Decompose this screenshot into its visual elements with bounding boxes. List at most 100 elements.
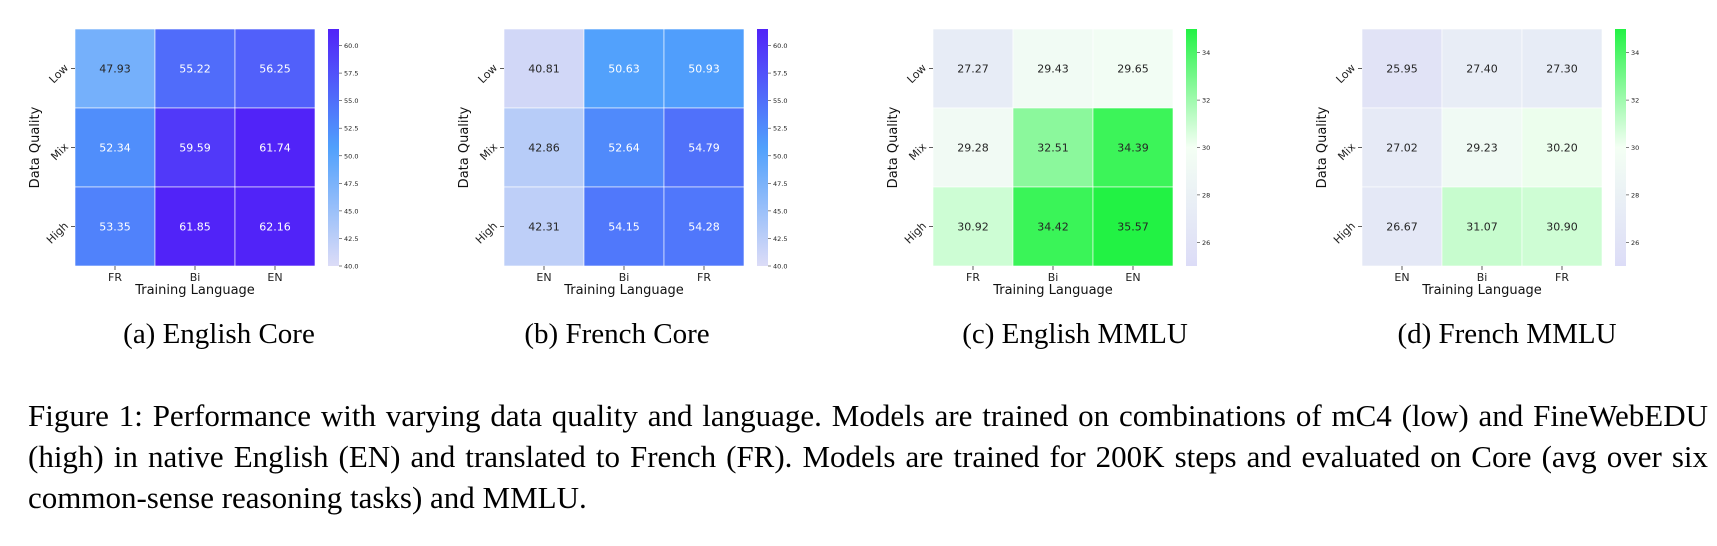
cell-value-label: 30.92 <box>957 221 989 234</box>
colorbar-tick-label: 28 <box>1631 191 1639 199</box>
heatmap-cell <box>234 28 316 109</box>
heatmap-cell <box>1012 107 1094 188</box>
colorbar <box>1186 29 1197 266</box>
heatmap-cell <box>1092 107 1174 188</box>
heatmap-cell <box>503 107 585 188</box>
x-axis-label: Training Language <box>134 283 255 298</box>
y-axis-label: Data Quality <box>28 106 43 188</box>
cell-value-label: 61.85 <box>179 221 211 234</box>
heatmap-cell <box>1361 107 1443 188</box>
colorbar-tick-label: 57.5 <box>344 70 358 78</box>
colorbar-tick-label: 50.0 <box>344 152 358 160</box>
y-tick-label: Low <box>476 61 501 86</box>
x-tick-label: FR <box>108 271 122 284</box>
colorbar-tick-label: 30 <box>1631 144 1639 152</box>
cell-value-label: 29.23 <box>1466 142 1498 155</box>
colorbar-tick-label: 55.0 <box>344 97 358 105</box>
heatmap-cell <box>1092 28 1174 109</box>
colorbar-tick-label: 47.5 <box>344 180 358 188</box>
x-tick-label: Bi <box>1477 271 1488 284</box>
subcaption-c: (c) English MMLU <box>962 318 1188 350</box>
cell-value-label: 59.59 <box>179 142 211 155</box>
cell-value-label: 56.25 <box>259 63 291 76</box>
cell-value-label: 50.63 <box>608 63 640 76</box>
colorbar-tick-label: 45.0 <box>344 207 358 215</box>
cell-value-label: 34.42 <box>1037 221 1069 234</box>
x-tick-label: Bi <box>190 271 201 284</box>
colorbar-tick-label: 28 <box>1202 191 1210 199</box>
colorbar <box>328 29 339 266</box>
x-tick-label: FR <box>966 271 980 284</box>
cell-value-label: 27.27 <box>957 63 989 76</box>
colorbar-tick-label: 34 <box>1202 49 1210 57</box>
colorbar-tick-label: 32 <box>1631 97 1639 105</box>
cell-value-label: 25.95 <box>1386 63 1418 76</box>
colorbar-tick-label: 32 <box>1202 97 1210 105</box>
y-tick-label: Mix <box>1335 140 1358 163</box>
cell-value-label: 27.30 <box>1546 63 1578 76</box>
cell-value-label: 35.57 <box>1117 221 1149 234</box>
cell-value-label: 50.93 <box>688 63 720 76</box>
colorbar-tick-label: 30 <box>1202 144 1210 152</box>
cell-value-label: 54.79 <box>688 142 720 155</box>
y-tick-label: Mix <box>906 140 929 163</box>
heatmap-cell <box>1441 107 1523 188</box>
heatmap-cell <box>154 107 236 188</box>
cell-value-label: 29.28 <box>957 142 989 155</box>
cell-value-label: 32.51 <box>1037 142 1069 155</box>
heatmap-cell <box>1521 107 1603 188</box>
x-tick-label: EN <box>1394 271 1409 284</box>
cell-value-label: 26.67 <box>1386 221 1418 234</box>
x-tick-label: Bi <box>619 271 630 284</box>
heatmap-cell <box>154 186 236 267</box>
colorbar-tick-label: 47.5 <box>773 180 787 188</box>
x-axis-label: Training Language <box>563 283 684 298</box>
colorbar-tick-label: 52.5 <box>773 125 787 133</box>
cell-value-label: 52.64 <box>608 142 640 155</box>
y-axis-label: Data Quality <box>886 106 901 188</box>
cell-value-label: 29.65 <box>1117 63 1149 76</box>
colorbar-tick-label: 57.5 <box>773 70 787 78</box>
x-tick-label: EN <box>1125 271 1140 284</box>
heatmap-cell <box>74 28 156 109</box>
cell-value-label: 62.16 <box>259 221 291 234</box>
colorbar-tick-label: 50.0 <box>773 152 787 160</box>
colorbar <box>757 29 768 266</box>
cell-value-label: 47.93 <box>99 63 131 76</box>
x-tick-label: EN <box>267 271 282 284</box>
heatmap-panel-1: 47.93 55.22 56.25 52.34 59.59 61.74 53.35 61.85… <box>28 28 358 298</box>
cell-value-label: 30.90 <box>1546 221 1578 234</box>
y-tick-label: Low <box>47 61 72 86</box>
colorbar-tick-label: 42.5 <box>773 235 787 243</box>
heatmap-cell <box>663 107 745 188</box>
subcaption-d: (d) French MMLU <box>1397 318 1617 350</box>
colorbar-tick-label: 60.0 <box>773 42 787 50</box>
cell-value-label: 42.86 <box>528 142 560 155</box>
colorbar-tick-label: 45.0 <box>773 207 787 215</box>
y-tick-label: High <box>44 219 71 246</box>
cell-value-label: 27.40 <box>1466 63 1498 76</box>
cell-value-label: 42.31 <box>528 221 560 234</box>
cell-value-label: 34.39 <box>1117 142 1149 155</box>
x-tick-label: EN <box>536 271 551 284</box>
cell-value-label: 52.34 <box>99 142 131 155</box>
heatmap-cell <box>1521 28 1603 109</box>
heatmap-cell <box>583 28 665 109</box>
heatmap-cell <box>1012 186 1094 267</box>
cell-value-label: 61.74 <box>259 142 291 155</box>
colorbar-tick-label: 26 <box>1631 239 1639 247</box>
heatmap-panel-4: 25.95 27.40 27.30 27.02 29.23 30.20 26.67 31.07… <box>1315 28 1639 298</box>
cell-value-label: 54.15 <box>608 221 640 234</box>
cell-value-label: 29.43 <box>1037 63 1069 76</box>
figure-caption: Figure 1: Performance with varying data … <box>28 398 1708 515</box>
cell-value-label: 53.35 <box>99 221 131 234</box>
heatmap-cell <box>1521 186 1603 267</box>
cell-value-label: 27.02 <box>1386 142 1418 155</box>
subcaption-a: (a) English Core <box>123 318 315 350</box>
y-tick-label: Low <box>1334 61 1359 86</box>
colorbar-tick-label: 60.0 <box>344 42 358 50</box>
heatmap-cell <box>932 107 1014 188</box>
heatmap-cell <box>663 186 745 267</box>
heatmap-cell <box>1441 28 1523 109</box>
